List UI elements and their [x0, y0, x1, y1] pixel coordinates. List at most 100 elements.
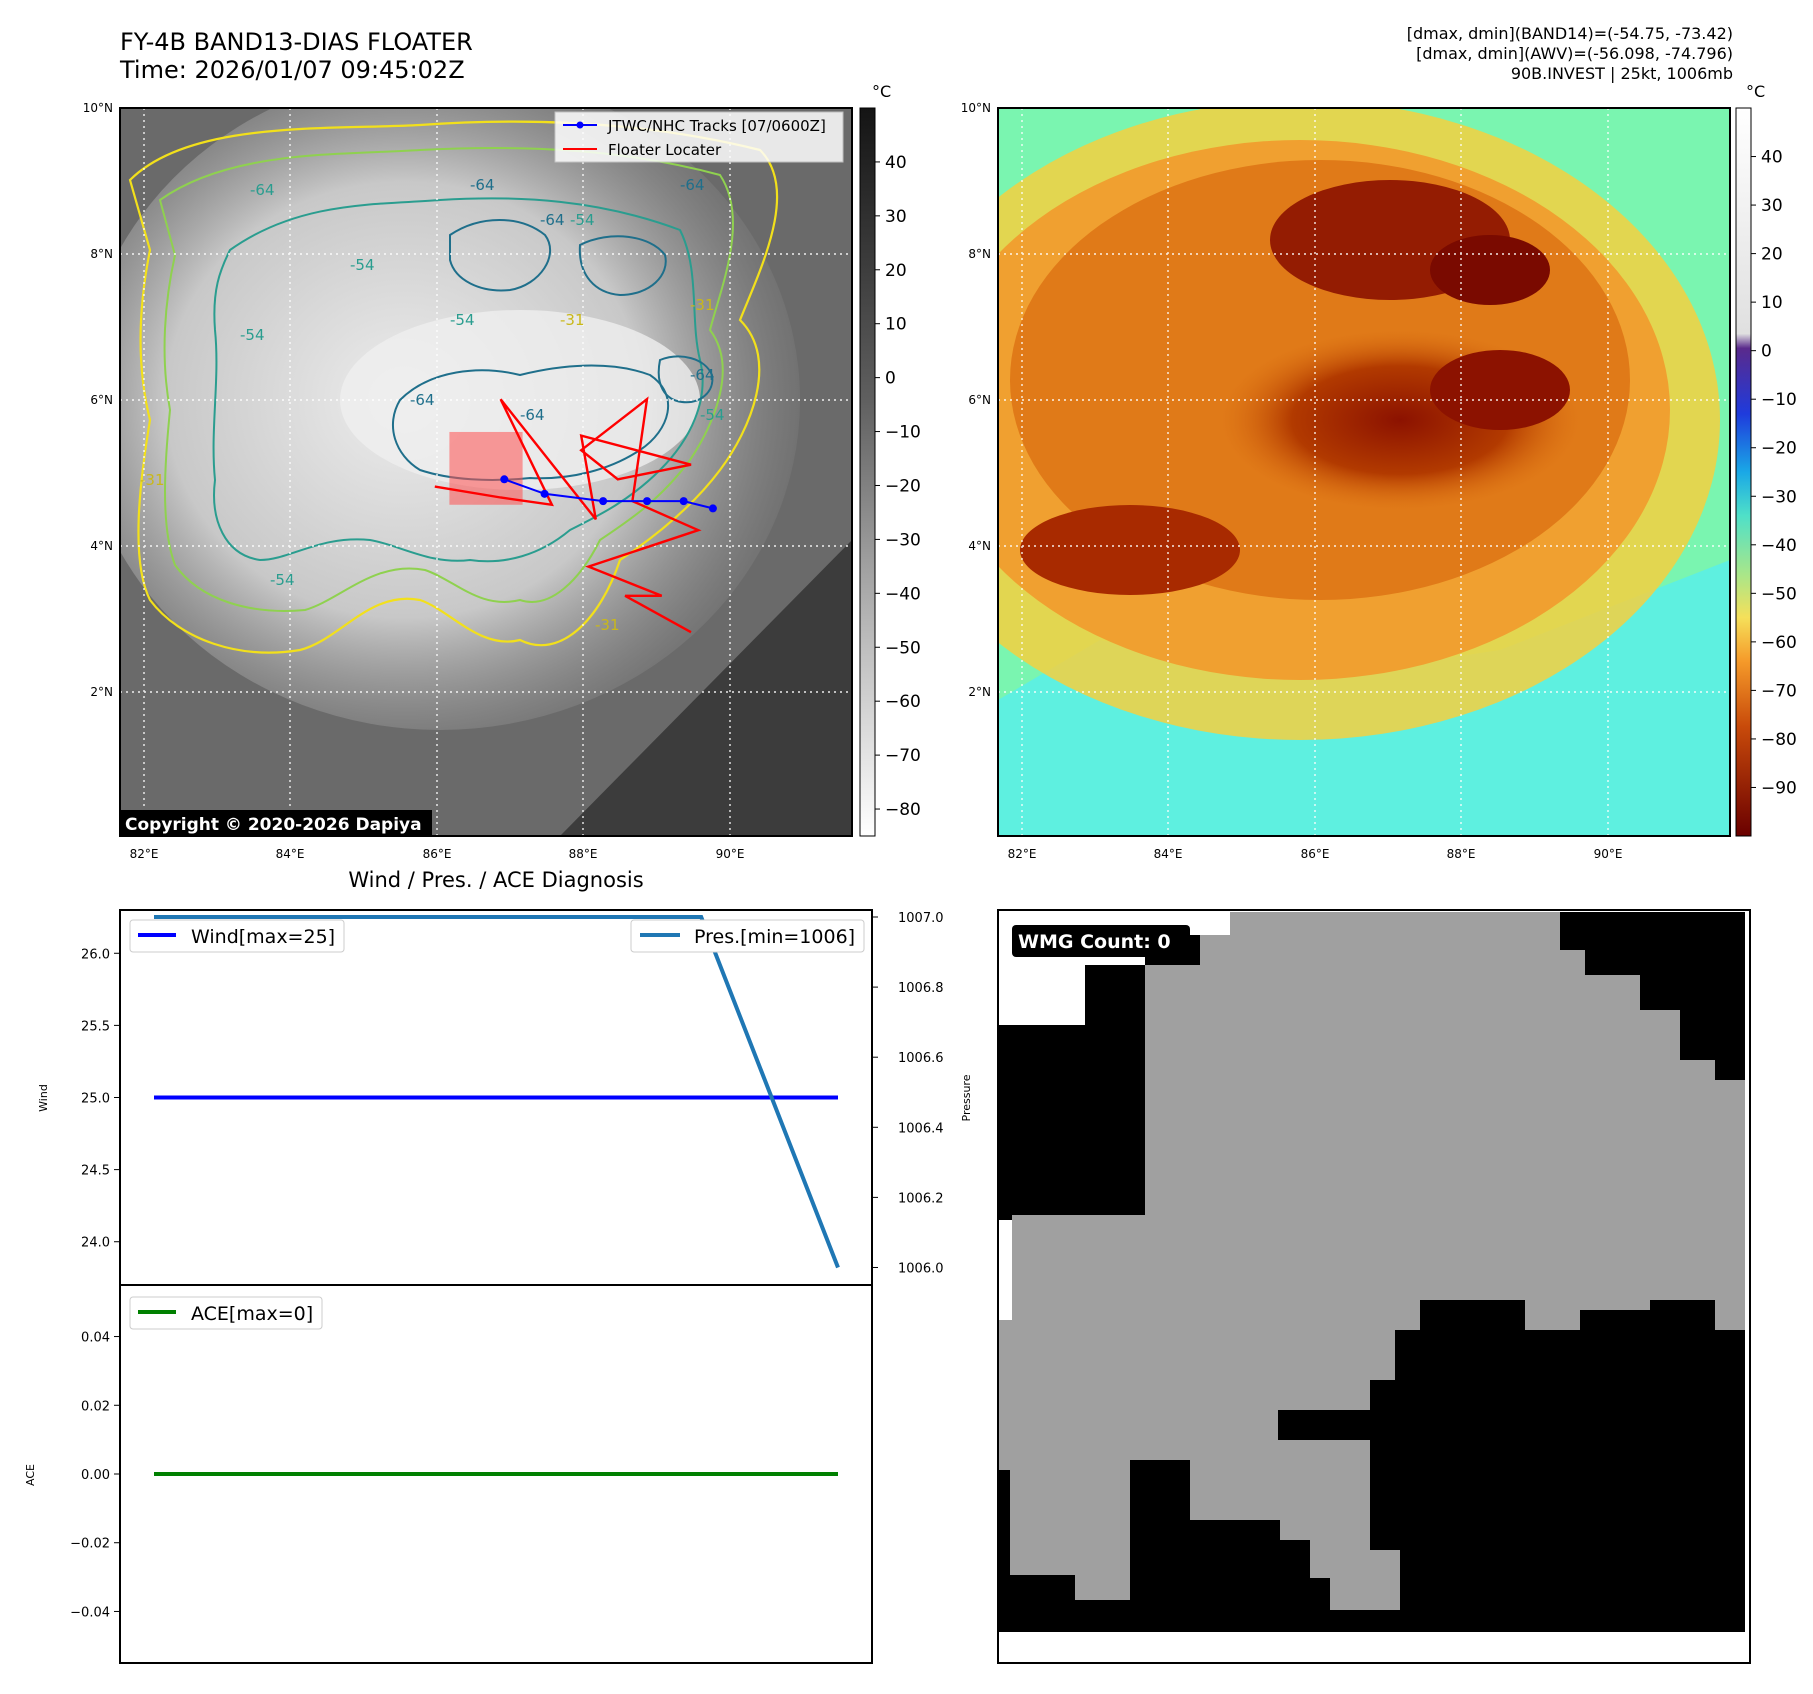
- diagnosis-title: Wind / Pres. / ACE Diagnosis: [348, 868, 643, 892]
- track-point: [679, 497, 688, 506]
- awv-core-east: [1430, 350, 1570, 430]
- legend-ace-label: ACE[max=0]: [191, 1303, 313, 1325]
- contour-label: -31: [560, 311, 585, 329]
- colorbar-tick-label: 0: [1761, 342, 1772, 362]
- wmg-black-lower-right: [999, 1300, 1745, 1632]
- x-tick: 86°E: [423, 847, 452, 861]
- contour-label: -54: [700, 406, 725, 424]
- ir-legend: JTWC/NHC Tracks [07/0600Z] Floater Locat…: [554, 111, 844, 163]
- pres-legend: Pres.[min=1006]: [630, 919, 865, 953]
- y-tick-label: 26.0: [81, 947, 110, 962]
- wmg-black-upper-right: [1560, 912, 1745, 1080]
- y-tick-label: 0.00: [81, 1468, 110, 1483]
- colorbar-tick-label: −60: [885, 692, 921, 712]
- y-tick: 6°N: [968, 393, 991, 407]
- wmg-count-label: WMG Count: 0: [1018, 931, 1171, 953]
- ir-contour-labels: -64 -54 -64 -64 -54 -31 -64 -64 -54 -31 …: [140, 176, 725, 634]
- colorbar-tick-label: −10: [885, 423, 921, 443]
- y-tick-label: −0.04: [70, 1605, 110, 1620]
- ir-colorbar: °C 40 30 20 10 0 −10 −20 −30 −40 −50 −60 −70 −80: [859, 82, 921, 837]
- colorbar-tick-label: −90: [1761, 778, 1797, 798]
- colorbar-tick-label: 10: [885, 315, 907, 335]
- track-point: [643, 497, 652, 506]
- y-tick-label: 24.0: [81, 1236, 110, 1251]
- y-tick: 2°N: [90, 685, 113, 699]
- y-tick-label: 24.5: [81, 1164, 110, 1179]
- contour-label: -54: [570, 211, 595, 229]
- contour-label: -64: [410, 391, 435, 409]
- awv-core-ne: [1430, 235, 1550, 305]
- legend-locator-label: Floater Locater: [608, 141, 722, 159]
- figure-title: FY-4B BAND13-DIAS FLOATER: [120, 28, 473, 56]
- colorbar-tick-label: 30: [885, 207, 907, 227]
- y-tick: 2°N: [968, 685, 991, 699]
- y-tick: 8°N: [90, 247, 113, 261]
- floater-box: [449, 431, 523, 505]
- colorbar-tick-label: 0: [885, 369, 896, 389]
- awv-colorbar: °C 40 30 20 10 0 −10 −20 −30 −40 −50 −60 −70 −80 −90: [1735, 82, 1797, 837]
- contour-label: -54: [270, 571, 295, 589]
- contour-label: -31: [140, 471, 165, 489]
- y-tick-label: 25.0: [81, 1092, 110, 1107]
- jtwc-track-line: [503, 478, 714, 510]
- wind-legend: Wind[max=25]: [129, 919, 345, 953]
- contour-54: [212, 197, 704, 563]
- track-point: [708, 504, 717, 513]
- awv-map-panel: 82°E 84°E 86°E 88°E 90°E 10°N 8°N 6°N 4°…: [961, 101, 1731, 861]
- colorbar-tick-label: −10: [1761, 390, 1797, 410]
- y-tick-label: −0.02: [70, 1537, 110, 1552]
- colorbar-tick-label: 10: [1761, 293, 1783, 313]
- legend-pres-label: Pres.[min=1006]: [694, 926, 855, 948]
- y-tick-label: 1006.4: [898, 1121, 944, 1136]
- colorbar-tick-label: −70: [885, 746, 921, 766]
- y-tick: 10°N: [961, 101, 991, 115]
- band14-range: [dmax, dmin](BAND14)=(-54.75, -73.42): [1406, 24, 1733, 43]
- colorbar-tick-label: −20: [885, 476, 921, 496]
- track-point: [540, 489, 549, 498]
- colorbar-tick-label: 20: [885, 261, 907, 281]
- y-tick: 6°N: [90, 393, 113, 407]
- ir-map-panel: -64 -54 -64 -64 -54 -31 -64 -64 -54 -31 …: [83, 101, 853, 861]
- ace-ylabel: ACE: [24, 1464, 37, 1486]
- awv-axis-ticks: 82°E 84°E 86°E 88°E 90°E 10°N 8°N 6°N 4°…: [961, 101, 1623, 861]
- contour-64c: [578, 235, 667, 297]
- contour-label: -54: [450, 311, 475, 329]
- contour-label: -54: [350, 256, 375, 274]
- y-tick-label: 1006.0: [898, 1261, 944, 1276]
- floater-locater-line: [434, 396, 702, 634]
- awv-range: [dmax, dmin](AWV)=(-56.098, -74.796): [1416, 44, 1733, 63]
- y-tick-label: 1006.2: [898, 1191, 944, 1206]
- colorbar-tick-label: −80: [885, 800, 921, 820]
- contour-label: -54: [240, 326, 265, 344]
- x-tick: 86°E: [1301, 847, 1330, 861]
- copyright-box: [120, 810, 432, 836]
- ir-cloud-core: [340, 310, 700, 490]
- x-tick: 90°E: [716, 847, 745, 861]
- legend-wind-label: Wind[max=25]: [191, 926, 335, 948]
- colorbar-tick-label: −40: [885, 584, 921, 604]
- y-tick-label: 0.04: [81, 1331, 110, 1346]
- awv-core-sw: [1020, 505, 1240, 595]
- wind-ylabel: Wind: [37, 1084, 50, 1112]
- colorbar-tick-label: −50: [885, 638, 921, 658]
- x-tick: 84°E: [1154, 847, 1183, 861]
- contour-label: -64: [470, 176, 495, 194]
- y-tick: 4°N: [90, 539, 113, 553]
- contour-label: -64: [520, 406, 545, 424]
- awv-gridlines: [998, 108, 1730, 836]
- contour-label: -31: [690, 296, 715, 314]
- ir-axis-ticks: 82°E 84°E 86°E 88°E 90°E 10°N 8°N 6°N 4°…: [83, 101, 745, 861]
- ir-colorbar-unit: °C: [872, 82, 891, 101]
- y-tick: 8°N: [968, 247, 991, 261]
- figure-time: Time: 2026/01/07 09:45:02Z: [120, 56, 465, 84]
- colorbar-tick-label: −50: [1761, 584, 1797, 604]
- colorbar-tick-label: 20: [1761, 245, 1783, 265]
- contour-64b: [449, 219, 551, 292]
- awv-map-frame: [997, 107, 1731, 837]
- contour-64d: [657, 355, 714, 404]
- legend-track-label: JTWC/NHC Tracks [07/0600Z]: [607, 117, 826, 135]
- ir-gridlines: [120, 108, 852, 836]
- wmg-gray-field: [999, 912, 1745, 1610]
- y-tick-label: 0.02: [81, 1399, 110, 1414]
- storm-info: 90B.INVEST | 25kt, 1006mb: [1510, 64, 1733, 83]
